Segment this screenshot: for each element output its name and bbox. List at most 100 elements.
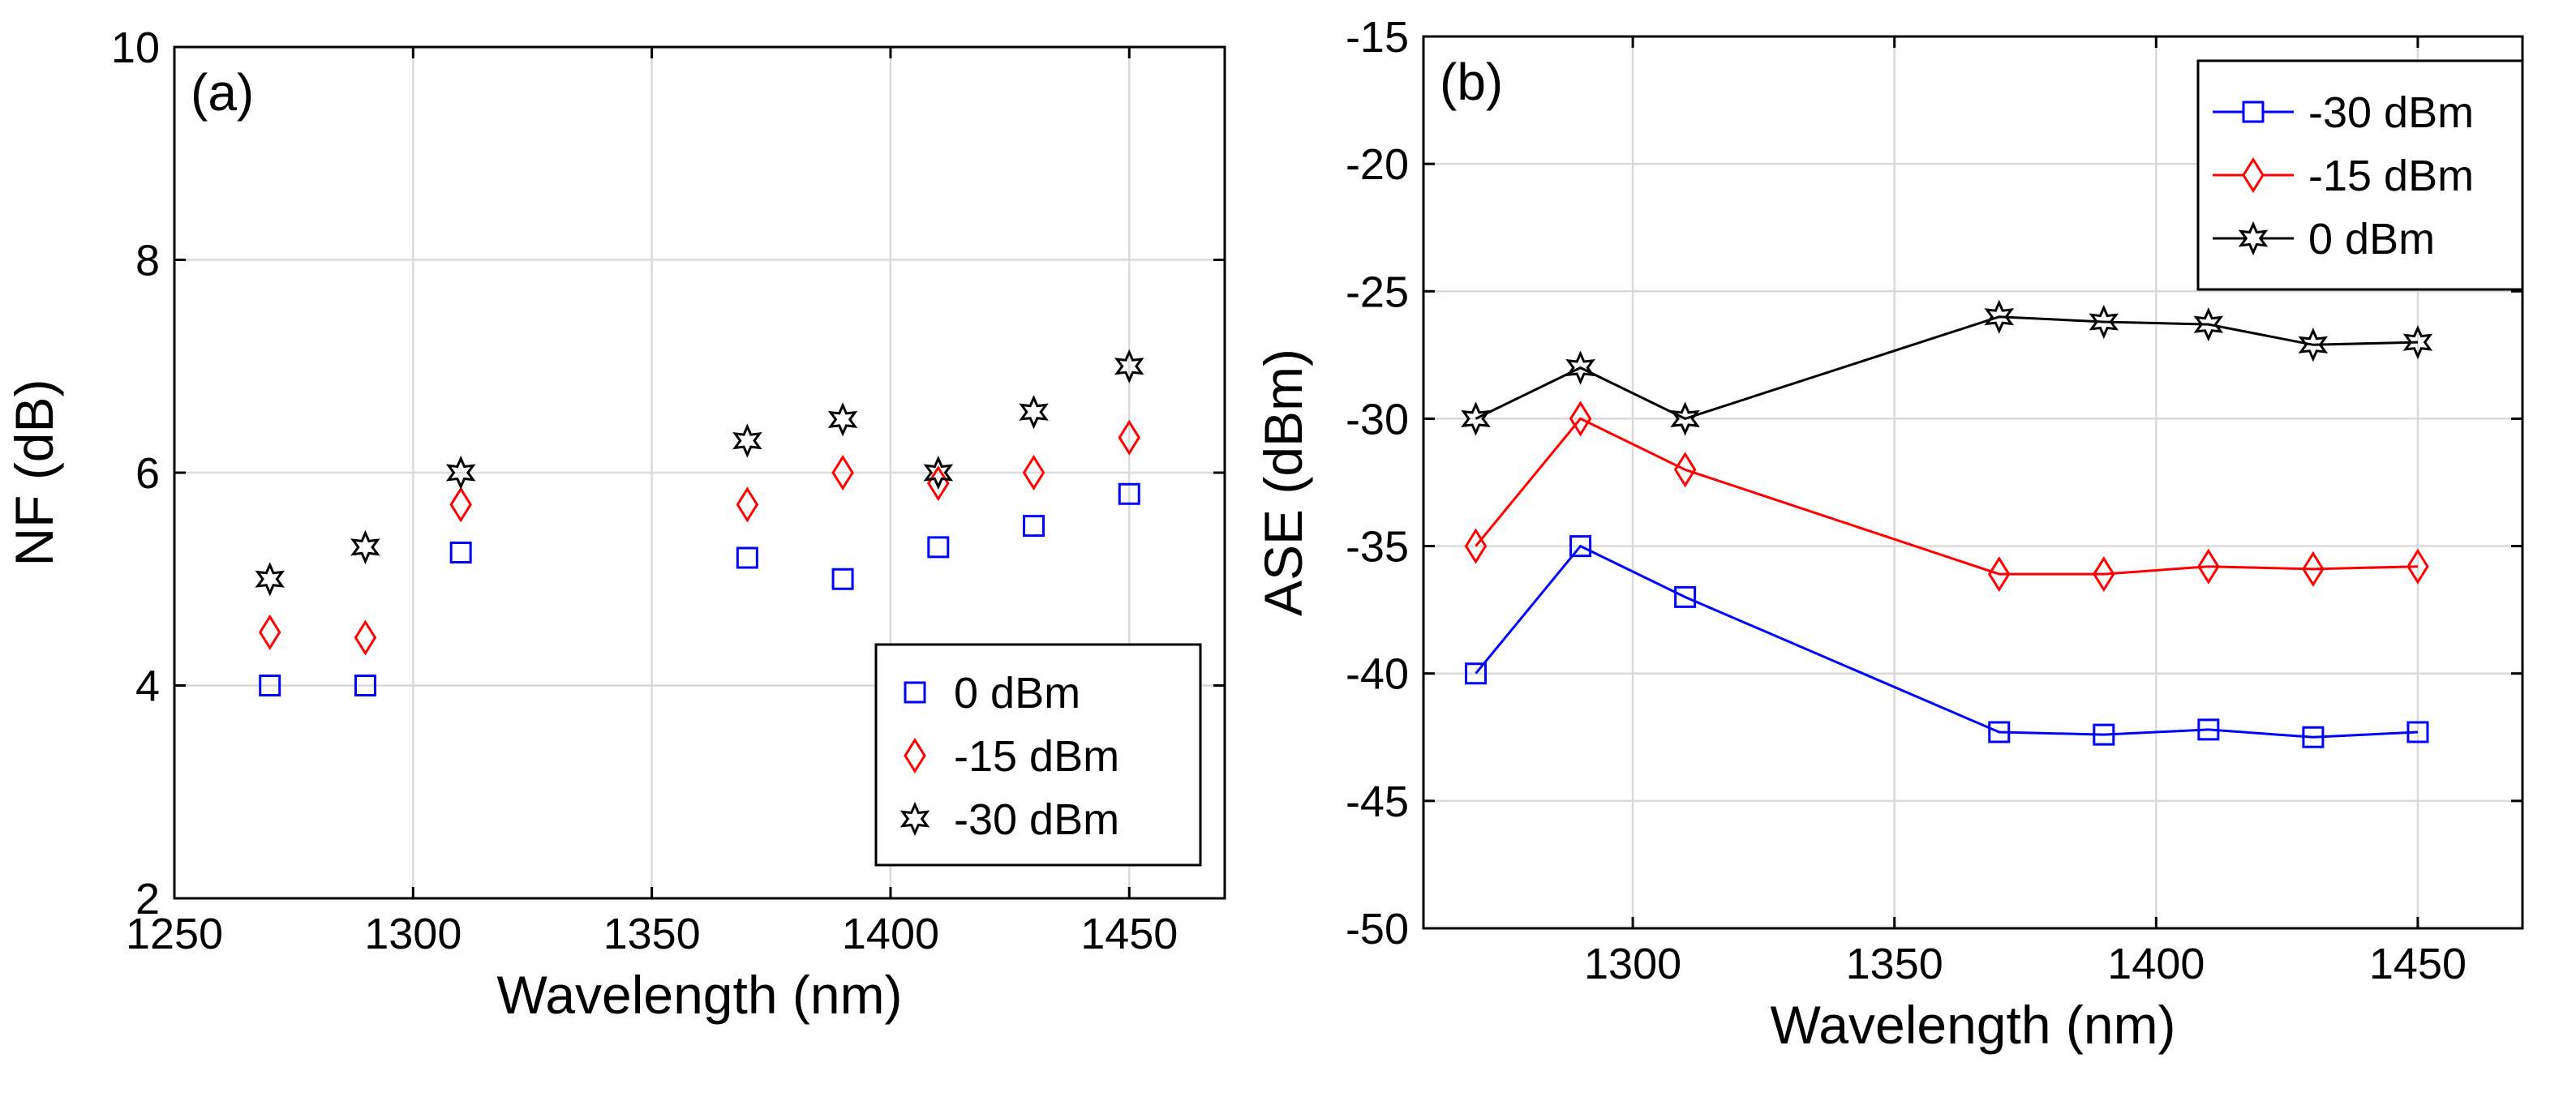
y-tick-label: 10 bbox=[111, 24, 160, 72]
legend: -30 dBm -15 dBm 0 dBm bbox=[2196, 59, 2524, 291]
panel-label: (b) bbox=[1440, 53, 1503, 111]
y-tick-label: -45 bbox=[1346, 778, 1409, 826]
series-1 bbox=[258, 419, 1141, 656]
axes-frame bbox=[1422, 35, 2524, 930]
x-axis-label: Wavelength (nm) bbox=[496, 965, 902, 1025]
x-tick-label: 1400 bbox=[2107, 940, 2205, 988]
x-tick-label: 1300 bbox=[1584, 940, 1681, 988]
x-tick-label: 1400 bbox=[842, 910, 939, 958]
data-point bbox=[1565, 350, 1595, 385]
data-point bbox=[449, 486, 472, 523]
data-point bbox=[354, 619, 377, 656]
data-point bbox=[350, 529, 380, 564]
legend-entry: 0 dBm bbox=[904, 669, 1080, 718]
data-point bbox=[827, 402, 858, 437]
y-tick-label: -15 bbox=[1346, 13, 1409, 62]
data-point bbox=[2197, 718, 2220, 741]
legend-marker bbox=[2242, 156, 2265, 194]
data-point bbox=[2197, 548, 2220, 585]
y-axis-label: ASE (dBm) bbox=[1253, 349, 1313, 616]
legend-label: -15 dBm bbox=[2308, 152, 2474, 200]
data-point bbox=[1988, 721, 2011, 743]
series-line bbox=[1475, 544, 2419, 739]
data-point bbox=[831, 454, 854, 491]
data-point bbox=[445, 455, 476, 491]
data-point bbox=[1461, 401, 1491, 436]
data-point bbox=[1670, 401, 1700, 436]
data-point bbox=[1984, 299, 2015, 334]
legend-label: -30 dBm bbox=[954, 795, 1119, 844]
legend-entry: -15 dBm bbox=[904, 732, 1119, 781]
y-tick-label: -50 bbox=[1346, 905, 1409, 953]
data-point bbox=[1674, 585, 1697, 608]
series-line bbox=[1475, 417, 2419, 576]
x-tick-label: 1350 bbox=[603, 910, 701, 958]
data-point bbox=[2298, 328, 2329, 362]
y-tick-label: -25 bbox=[1346, 268, 1409, 316]
legend-entry: 0 dBm bbox=[2213, 215, 2435, 263]
legend-label: -15 dBm bbox=[954, 732, 1119, 781]
legend-marker bbox=[2242, 101, 2265, 123]
data-point bbox=[923, 455, 954, 491]
grid bbox=[174, 47, 1225, 898]
data-point bbox=[2402, 325, 2433, 360]
legend-marker bbox=[2238, 221, 2269, 256]
data-point bbox=[2302, 550, 2325, 587]
data-point bbox=[1673, 452, 1697, 488]
data-point bbox=[1569, 401, 1592, 437]
data-point bbox=[1118, 419, 1141, 456]
series-0 bbox=[1465, 535, 2429, 748]
data-point bbox=[259, 675, 281, 696]
data-point bbox=[2093, 556, 2115, 593]
y-tick-label: -35 bbox=[1346, 523, 1409, 572]
data-point bbox=[354, 675, 376, 696]
data-point bbox=[1987, 556, 2011, 593]
y-tick-label: 2 bbox=[135, 875, 160, 923]
legend-entry: -30 dBm bbox=[899, 795, 1119, 844]
data-point bbox=[831, 568, 854, 590]
data-point bbox=[449, 541, 472, 563]
data-point bbox=[1023, 515, 1045, 538]
data-point bbox=[1019, 395, 1049, 430]
data-point bbox=[2302, 726, 2325, 748]
data-point bbox=[255, 562, 286, 597]
x-tick-label: 1300 bbox=[364, 910, 462, 958]
data-point bbox=[2089, 304, 2119, 340]
x-tick-label: 1450 bbox=[1080, 910, 1178, 958]
x-tick-label: 1250 bbox=[126, 910, 223, 958]
legend-label: 0 dBm bbox=[2308, 215, 2435, 263]
panel-a-nf-chart: 1250 1300 1350 1400 1450 2 4 6 8 10 Wavelength (nm… bbox=[4, 24, 1226, 1025]
y-axis-label: NF (dB) bbox=[4, 379, 64, 567]
data-point bbox=[1022, 454, 1045, 491]
x-tick-label: 1450 bbox=[2369, 940, 2467, 988]
data-point bbox=[2193, 307, 2224, 342]
x-tick-label: 1350 bbox=[1846, 940, 1943, 988]
y-tick-label: 4 bbox=[135, 662, 160, 711]
data-point bbox=[1465, 662, 1488, 685]
legend-marker bbox=[904, 681, 926, 704]
series-0 bbox=[259, 482, 1140, 696]
legend-marker bbox=[904, 737, 926, 774]
legend-entry: -30 dBm bbox=[2213, 88, 2474, 137]
panel-label: (a) bbox=[191, 63, 254, 122]
grid bbox=[1423, 36, 2522, 928]
data-point bbox=[258, 614, 281, 650]
series-2 bbox=[255, 349, 1144, 597]
data-point bbox=[1569, 535, 1592, 558]
data-point bbox=[732, 423, 762, 458]
legend-entry: -15 dBm bbox=[2213, 152, 2474, 200]
data-point bbox=[1118, 482, 1140, 505]
axes-frame bbox=[173, 45, 1226, 900]
legend-label: 0 dBm bbox=[954, 669, 1080, 718]
data-point bbox=[2093, 723, 2115, 746]
legend-box bbox=[874, 643, 1202, 867]
data-point bbox=[1114, 349, 1144, 383]
y-tick-label: -40 bbox=[1346, 650, 1409, 699]
series-line bbox=[1475, 315, 2419, 421]
legend-label: -30 dBm bbox=[2308, 88, 2474, 137]
y-tick-label: -30 bbox=[1346, 395, 1409, 443]
panel-b-ase-chart: 1300 1350 1400 1450 -50 -45 -40 -35 -30 -25 -20 -15… bbox=[1253, 13, 2524, 1055]
y-tick-label: 8 bbox=[135, 237, 160, 285]
data-point bbox=[927, 536, 950, 559]
